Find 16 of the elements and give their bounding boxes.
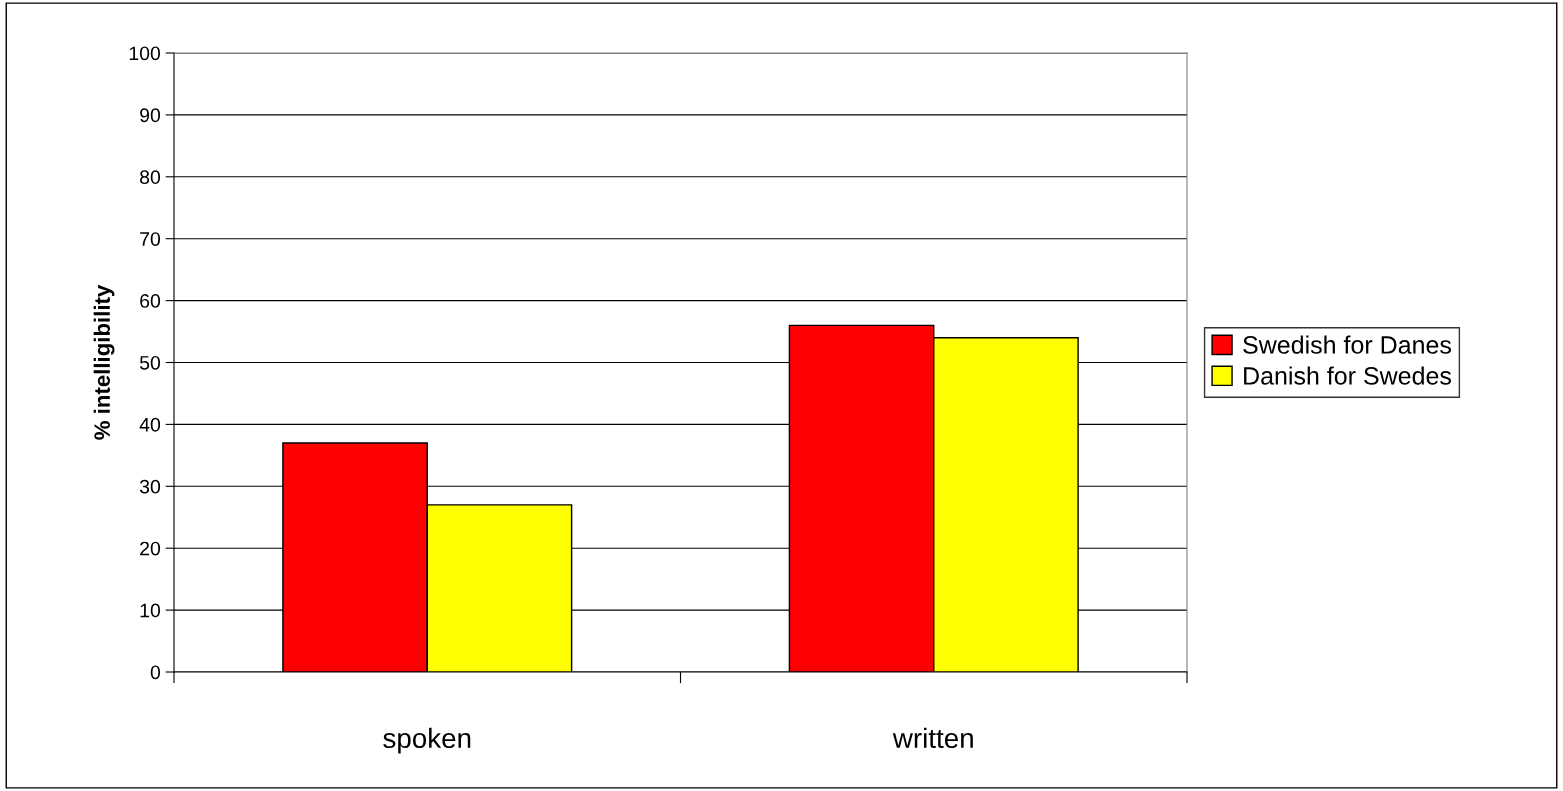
y-tick-label: 10 — [140, 603, 161, 618]
legend-label: Swedish for Danes — [1243, 335, 1451, 354]
x-tick-label: spoken — [383, 727, 471, 754]
y-tick-label: 40 — [139, 417, 161, 432]
y-tick-label: 80 — [140, 170, 161, 185]
y-tick-label: 70 — [140, 232, 161, 246]
legend-label: Danish for Swedes — [1244, 366, 1451, 385]
y-tick-label: 50 — [139, 355, 161, 370]
y-axis-title: % intelligibility — [93, 284, 115, 440]
x-tick-label: written — [892, 727, 973, 749]
y-tick-label: 60 — [140, 294, 161, 308]
y-tick-label: 30 — [139, 479, 161, 494]
y-tick-label: 0 — [150, 665, 161, 680]
y-tick-label: 20 — [140, 541, 161, 556]
y-tick-label: 100 — [129, 46, 161, 61]
y-tick-label: 90 — [140, 108, 161, 123]
